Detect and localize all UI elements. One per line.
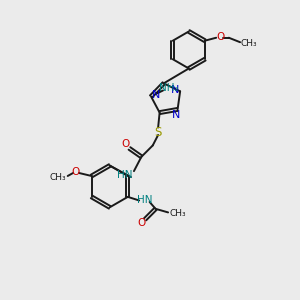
Text: HN: HN bbox=[117, 170, 132, 180]
Text: CH₃: CH₃ bbox=[50, 173, 67, 182]
Text: O: O bbox=[137, 218, 146, 229]
Text: HN: HN bbox=[137, 195, 153, 205]
Text: O: O bbox=[71, 167, 80, 177]
Text: N: N bbox=[172, 110, 180, 119]
Text: S: S bbox=[154, 126, 162, 139]
Text: O: O bbox=[216, 32, 224, 41]
Text: O: O bbox=[122, 139, 130, 149]
Text: CH₃: CH₃ bbox=[241, 39, 257, 48]
Text: CH₃: CH₃ bbox=[169, 209, 186, 218]
Text: NH₂: NH₂ bbox=[159, 82, 178, 92]
Text: N: N bbox=[171, 85, 179, 95]
Text: N: N bbox=[152, 90, 160, 100]
